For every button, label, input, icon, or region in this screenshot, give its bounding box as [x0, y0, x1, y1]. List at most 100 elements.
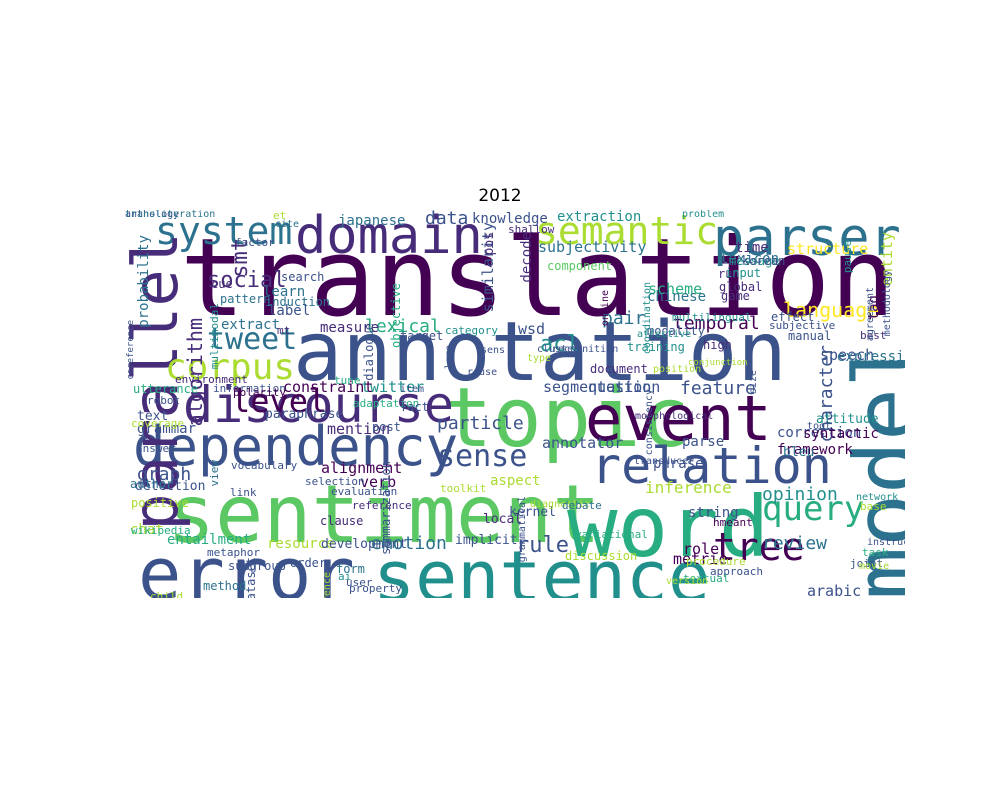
word-game: game	[721, 289, 750, 303]
word-wikipedia: wikipedia	[131, 524, 191, 537]
word-global: global	[719, 280, 763, 294]
word-reuse: reuse	[467, 367, 498, 378]
word-feature: feature	[680, 378, 756, 399]
word-conjunction: conjunction	[688, 358, 748, 368]
word-pause: pause	[841, 240, 854, 274]
word-environment: environment	[175, 373, 248, 386]
word-order: order	[290, 556, 327, 570]
word-position: position	[653, 364, 702, 375]
word-text: text	[137, 409, 169, 424]
word-cue: cue	[211, 277, 233, 291]
word-vocabulary: vocabulary	[231, 459, 298, 472]
word-recognition: recognition	[552, 344, 619, 355]
word-multilingual: multilingual	[672, 311, 752, 324]
word-temporal: temporal	[673, 313, 760, 334]
word-version: version	[666, 576, 709, 587]
word-cloud: translation annotation model sentiment word e…	[125, 210, 905, 598]
word-metaphor: metaphor	[207, 546, 260, 559]
word-link: link	[230, 486, 257, 499]
word-mt: mt	[277, 324, 291, 337]
word-measure: measure	[320, 320, 380, 336]
word-manual: manual	[788, 329, 832, 343]
word-polarity: polarity	[233, 386, 286, 399]
word-component: component	[547, 259, 613, 273]
word-input: input	[725, 266, 762, 280]
word-chat: chat	[130, 522, 164, 538]
word-coverage: coverage	[131, 417, 184, 430]
word-search: search	[281, 270, 325, 284]
word-particle: particle	[437, 413, 524, 434]
word-annotator: annotator	[542, 434, 624, 452]
word-variational: variational	[575, 528, 648, 541]
word-robot: robot	[147, 394, 181, 407]
word-tune: tune	[334, 374, 361, 387]
word-social: social	[207, 268, 287, 293]
word-structure: structure	[787, 240, 869, 258]
word-document: document	[590, 362, 648, 376]
word-extraction: extraction	[557, 210, 642, 225]
word-induction: induction	[265, 295, 331, 309]
word-resource: resource	[267, 536, 335, 552]
word-dialogue: dialogue	[362, 323, 376, 381]
word-parser: parser	[713, 210, 901, 268]
word-type: type	[527, 353, 552, 364]
word-paraphrase: paraphrase	[265, 407, 344, 422]
word-network: network	[856, 492, 899, 503]
word-rule: rule	[516, 533, 569, 558]
word-tool: tool	[807, 421, 832, 432]
word-factor: factor	[235, 236, 275, 249]
word-fact: fact	[400, 400, 429, 414]
word-korean: korean	[742, 254, 786, 268]
word-bleu: bleu	[783, 445, 815, 460]
word-semantic: semantic	[535, 210, 719, 253]
word-joint: joint	[850, 557, 884, 570]
word-run: run	[718, 267, 740, 281]
word-learn: learn	[263, 284, 306, 300]
word-phrase: phrase	[653, 456, 704, 472]
word-form: form	[336, 562, 365, 576]
word-dependency: dependency	[133, 415, 459, 478]
word-category: category	[445, 324, 498, 337]
word-tweet: tweet	[207, 322, 298, 357]
word-corpus: corpus	[165, 347, 296, 388]
word-evaluation: evaluation	[331, 485, 398, 498]
word-cluster: cluster	[537, 344, 580, 355]
word-pos: pos	[482, 232, 497, 256]
word-transliteration: transliteration	[125, 210, 216, 220]
word-chinese: chinese	[647, 289, 707, 305]
word-domain: domain	[295, 210, 483, 266]
word-textual: textual	[683, 572, 730, 585]
word-methodology: methodology	[882, 270, 893, 337]
word-correction: correction	[777, 425, 862, 441]
word-child: child	[150, 590, 184, 598]
word-metric: metric	[673, 550, 728, 568]
word-reference: reference	[352, 499, 412, 512]
word-emotion: emotion	[371, 533, 447, 554]
word-procedure: procedure	[686, 555, 746, 568]
word-shallow: shallow	[508, 223, 555, 236]
word-selection: selection	[305, 475, 365, 488]
figure-title: 2012	[478, 186, 522, 206]
word-ai: ai	[338, 570, 352, 583]
word-sens: sens	[481, 345, 506, 356]
word-instruction: instruction	[867, 537, 905, 548]
word-problem: problem	[682, 210, 725, 220]
word-verb: verb	[360, 473, 397, 491]
word-item: item	[400, 384, 425, 395]
word-relation: relation	[591, 437, 832, 495]
word-speech: speech	[820, 346, 875, 364]
word-lore: lore	[444, 345, 455, 370]
word-tree: tree	[713, 525, 805, 569]
word-string: string	[688, 505, 739, 521]
word-sentiment: sentiment	[167, 468, 601, 561]
word-base: base	[860, 500, 887, 513]
word-local: local	[483, 512, 523, 527]
word-error: error	[138, 532, 355, 598]
word-summarization: summarization	[379, 461, 393, 555]
word-coreference: coreference	[126, 320, 136, 380]
word-transducer: transducer	[634, 456, 695, 467]
word-level: level	[231, 382, 328, 420]
word-clause: clause	[320, 514, 364, 528]
word-agreement: agreement	[865, 287, 876, 342]
word-grammar: grammar	[137, 421, 197, 437]
